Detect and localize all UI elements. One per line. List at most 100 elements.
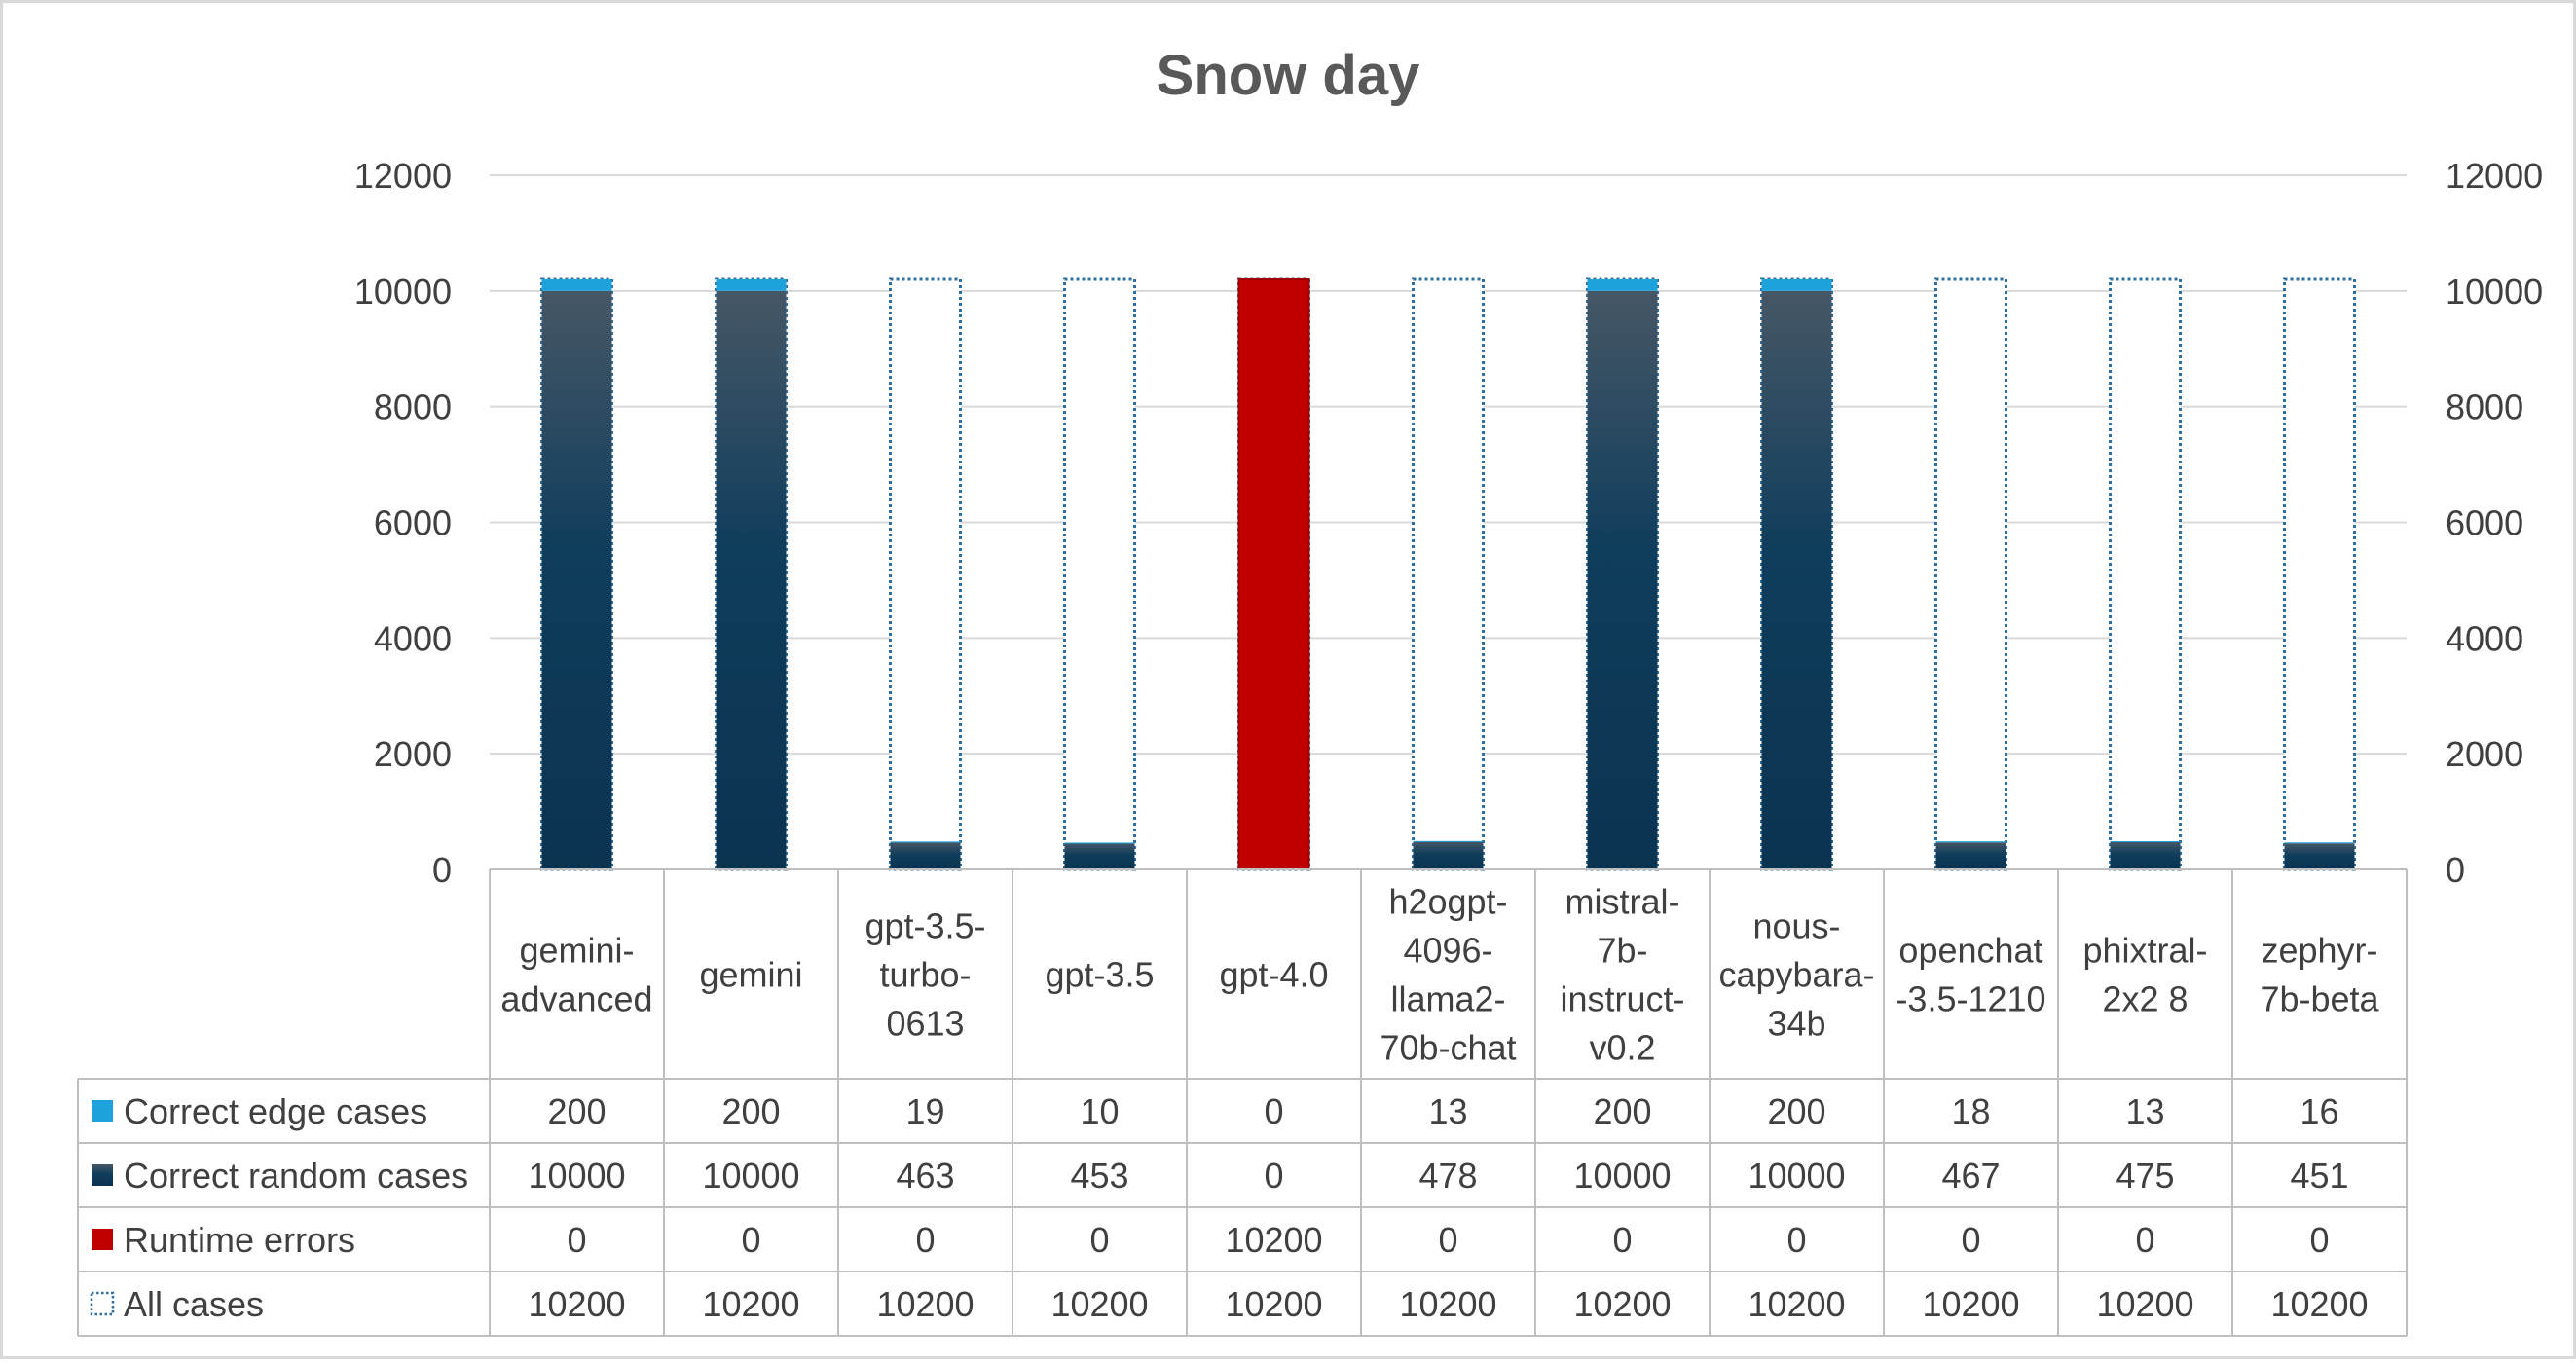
bar-runtime-errors	[1237, 277, 1310, 870]
data-label: 10200	[1573, 1284, 1671, 1324]
data-label: 10000	[528, 1156, 625, 1196]
data-label: 0	[2135, 1220, 2154, 1260]
data-label: 0	[2309, 1220, 2329, 1260]
data-label: 19	[905, 1091, 944, 1131]
bar-correct-edge-cases	[716, 278, 787, 291]
data-label: 200	[721, 1091, 780, 1131]
data-label: 0	[1786, 1220, 1806, 1260]
data-label: 10200	[2096, 1284, 2193, 1324]
data-label: 16	[2300, 1091, 2338, 1131]
y-tick-label-left: 6000	[374, 503, 452, 543]
category-label: capybara-	[1718, 955, 1874, 995]
bar-all-cases	[889, 277, 962, 871]
bar-correct-random-cases	[1935, 842, 2006, 869]
data-label: 200	[1767, 1091, 1825, 1131]
data-label: 467	[1941, 1156, 2000, 1196]
category-label: zephyr-	[2261, 931, 2377, 971]
bar-all-cases	[1063, 277, 1136, 871]
data-label: 10200	[876, 1284, 974, 1324]
y-tick-label-right: 6000	[2446, 503, 2523, 543]
data-label: 10000	[1573, 1156, 1671, 1196]
category-label: instruct-	[1560, 979, 1684, 1019]
bar-correct-random-cases	[1587, 290, 1658, 869]
y-tick-label-right: 4000	[2446, 618, 2523, 658]
bar-correct-edge-cases	[2284, 842, 2355, 844]
data-label: 13	[2125, 1091, 2164, 1131]
data-label: 10200	[1225, 1284, 1322, 1324]
y-axis-right: 0 2000 4000 6000 8000 10000 12000	[2446, 156, 2543, 890]
bar-correct-edge-cases	[2110, 841, 2181, 843]
bar-correct-edge-cases	[1413, 840, 1484, 842]
data-label: 10200	[1748, 1284, 1845, 1324]
y-tick-label-right: 2000	[2446, 734, 2523, 774]
category-label: gpt-3.5-	[865, 906, 985, 946]
legend-key-all-cases	[90, 1291, 115, 1316]
y-tick-label-right: 12000	[2446, 156, 2543, 196]
legend-key-runtime-errors	[92, 1229, 113, 1250]
category-label: gemini	[699, 955, 802, 995]
y-tick-label-right: 10000	[2446, 272, 2543, 312]
category-label: v0.2	[1589, 1028, 1655, 1068]
data-label: 0	[1089, 1220, 1109, 1260]
legend-key-correct-edge-cases	[92, 1100, 113, 1122]
data-label: 0	[741, 1220, 760, 1260]
y-tick-label-left: 4000	[374, 618, 452, 658]
category-label: openchat	[1898, 931, 2042, 971]
bar-correct-edge-cases	[1064, 842, 1135, 844]
data-label: 451	[2290, 1156, 2348, 1196]
data-label: 10200	[2270, 1284, 2368, 1324]
category-label: h2ogpt-	[1388, 882, 1507, 922]
data-label: 475	[2116, 1156, 2174, 1196]
category-label: mistral-	[1565, 882, 1680, 922]
category-label: llama2-	[1390, 979, 1505, 1019]
data-label: 0	[1264, 1156, 1283, 1196]
data-label: 10200	[702, 1284, 799, 1324]
row-label: Runtime errors	[124, 1220, 355, 1260]
row-label: Correct random cases	[124, 1156, 468, 1196]
data-label: 463	[896, 1156, 954, 1196]
legend-key-correct-random-cases	[92, 1164, 113, 1186]
bar-all-cases	[1934, 277, 2007, 871]
row-label: Correct edge cases	[124, 1091, 427, 1131]
data-label: 0	[915, 1220, 935, 1260]
data-label: 10200	[1922, 1284, 2019, 1324]
bar-correct-random-cases	[1064, 843, 1135, 869]
data-label: 200	[1593, 1091, 1651, 1131]
category-label: 0613	[886, 1004, 964, 1044]
bar-correct-random-cases	[890, 842, 961, 869]
category-label: 7b-beta	[2260, 979, 2379, 1019]
category-label: 7b-	[1597, 931, 1647, 971]
data-label: 10200	[528, 1284, 625, 1324]
y-tick-label-left: 2000	[374, 734, 452, 774]
data-label: 0	[567, 1220, 586, 1260]
bar-correct-random-cases	[1413, 841, 1484, 869]
bar-correct-edge-cases	[1761, 278, 1832, 291]
bar-correct-random-cases	[2284, 843, 2355, 869]
bar-correct-random-cases	[716, 290, 787, 869]
bar-correct-edge-cases	[1935, 841, 2006, 843]
category-label: gemini-	[519, 931, 634, 971]
y-tick-label-left: 8000	[374, 387, 452, 427]
category-label: 2x2 8	[2102, 979, 2188, 1019]
data-label: 10	[1080, 1091, 1119, 1131]
category-label: 70b-chat	[1380, 1028, 1516, 1068]
data-label: 0	[1612, 1220, 1632, 1260]
data-label: 0	[1438, 1220, 1457, 1260]
chart-title: Snow day	[1157, 44, 1420, 107]
data-label: 0	[1264, 1091, 1283, 1131]
y-axis-left: 0 2000 4000 6000 8000 10000 12000	[354, 156, 452, 890]
row-label: All cases	[124, 1284, 264, 1324]
data-label: 13	[1428, 1091, 1467, 1131]
category-label: gpt-4.0	[1219, 955, 1328, 995]
bar-correct-random-cases	[1761, 290, 1832, 869]
data-label: 0	[1961, 1220, 1980, 1260]
category-label: 34b	[1767, 1004, 1825, 1044]
y-tick-label-right: 0	[2446, 850, 2465, 890]
bar-correct-random-cases	[2110, 841, 2181, 869]
category-label: nous-	[1752, 906, 1840, 946]
bar-correct-random-cases	[541, 290, 612, 869]
y-tick-label-left: 12000	[354, 156, 452, 196]
data-table: gemini-advanced gemini gpt-3.5- turbo- 0613 g…	[77, 868, 2408, 1337]
